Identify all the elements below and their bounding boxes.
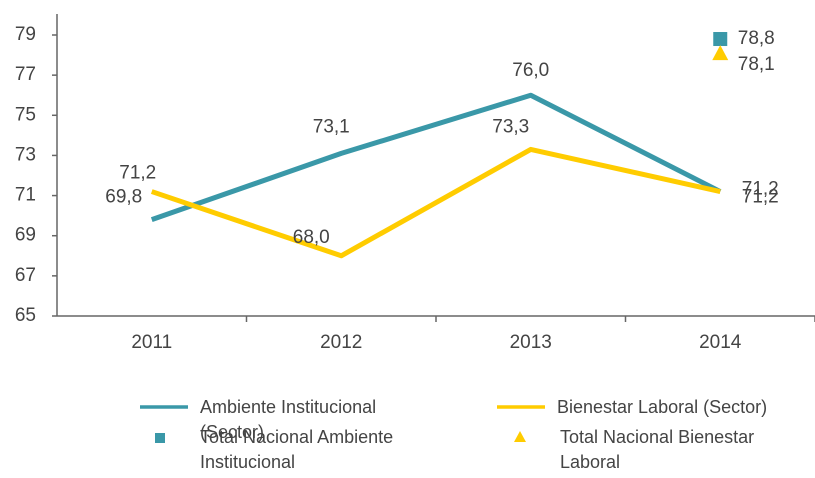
x-tick-label: 2014 [699, 332, 742, 353]
x-tick-label: 2011 [131, 332, 172, 353]
data-label: 78,8 [738, 28, 775, 49]
legend-label: Bienestar Laboral (Sector) [557, 397, 768, 417]
data-label: 76,0 [512, 60, 549, 81]
y-tick-label: 71 [15, 185, 36, 206]
legend-label: Total Nacional Ambiente Institucional [200, 427, 394, 472]
y-tick-label: 73 [15, 144, 36, 165]
data-label: 69,8 [105, 187, 142, 208]
data-label: 73,1 [313, 116, 350, 137]
legend-label: Ambiente Institucional (Sector) [200, 397, 377, 442]
legend-label: Total Nacional Bienestar Laboral [560, 427, 755, 472]
legend-square [155, 433, 165, 443]
y-tick-label: 79 [15, 24, 36, 45]
y-tick-label: 75 [15, 104, 36, 125]
data-label: 71,2 [119, 163, 156, 184]
data-label: 73,3 [492, 116, 529, 137]
y-tick-label: 77 [15, 64, 36, 85]
triangle-marker [712, 45, 729, 61]
data-label: 71,2 [742, 187, 779, 208]
x-tick-label: 2013 [510, 332, 552, 353]
series-line [150, 92, 722, 223]
data-label: 68,0 [293, 227, 330, 248]
y-tick-label: 65 [15, 305, 36, 326]
series-line [150, 146, 721, 259]
legend-triangle [514, 431, 526, 442]
y-tick-label: 69 [15, 225, 36, 246]
data-label: 71,2 [742, 179, 779, 200]
square-marker [713, 32, 728, 47]
x-tick-label: 2012 [320, 332, 362, 353]
y-tick-label: 67 [15, 265, 36, 286]
data-label: 78,1 [738, 54, 775, 75]
